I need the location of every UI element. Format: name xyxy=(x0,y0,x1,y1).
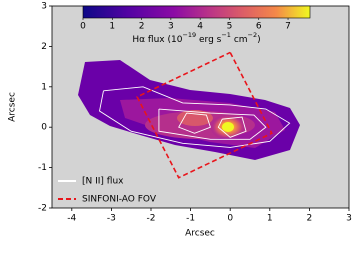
y-tick-label: 1 xyxy=(41,82,47,92)
y-tick-label: 3 xyxy=(41,2,47,12)
x-tick-label: -2 xyxy=(147,214,156,224)
colorbar-label: Hα flux (10−19 erg s−1 cm−2) xyxy=(132,31,260,45)
contour xyxy=(99,86,291,148)
label-part: −2 xyxy=(248,31,258,39)
x-tick-label: -1 xyxy=(186,214,195,224)
colorbar-tick-label: 0 xyxy=(80,22,86,32)
label-part: cm xyxy=(231,35,248,45)
colorbar-tick-label: 5 xyxy=(227,22,233,32)
x-tick-label: -4 xyxy=(67,214,76,224)
label-part: −19 xyxy=(182,31,196,39)
colorbar-tick-label: 1 xyxy=(109,22,115,32)
x-tick-label: 1 xyxy=(267,214,273,224)
label-part: erg s xyxy=(196,35,222,45)
y-axis-label: Arcsec xyxy=(8,92,18,122)
contour xyxy=(217,116,247,138)
label-part: Hα flux (10 xyxy=(132,35,182,45)
x-tick-label: 3 xyxy=(346,214,352,224)
colorbar-tick-label: 7 xyxy=(285,22,291,32)
emission-map xyxy=(78,60,300,160)
x-tick-label: 0 xyxy=(227,214,233,224)
y-tick-label: 2 xyxy=(41,42,47,52)
colorbar-tick-label: 6 xyxy=(256,22,262,32)
x-axis-label: Arcsec xyxy=(185,229,215,239)
label-part: ) xyxy=(257,35,261,45)
x-tick-label: 2 xyxy=(307,214,313,224)
contour xyxy=(178,112,211,134)
legend-label: [N II] flux xyxy=(82,177,124,187)
y-tick-label: 0 xyxy=(41,123,47,133)
colorbar xyxy=(82,5,311,19)
legend-label: SINFONI-AO FOV xyxy=(82,195,157,205)
y-tick-label: -1 xyxy=(38,163,47,173)
x-tick-label: -3 xyxy=(107,214,116,224)
fov-outline xyxy=(136,51,273,179)
label-part: −1 xyxy=(221,31,231,39)
colorbar-tick-label: 3 xyxy=(168,22,174,32)
colorbar-tick-label: 2 xyxy=(139,22,145,32)
contour xyxy=(158,108,267,140)
colorbar-tick-label: 4 xyxy=(197,22,203,32)
y-tick-label: -2 xyxy=(38,204,47,214)
